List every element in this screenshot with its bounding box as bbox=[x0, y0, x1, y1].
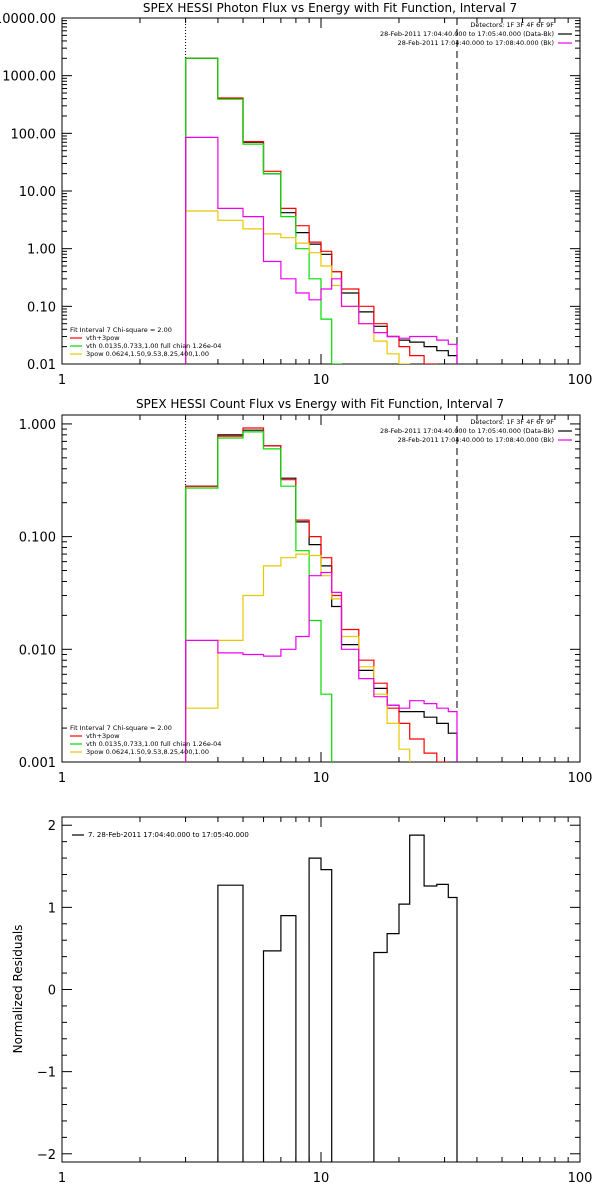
residuals-panel: Normalized Residuals 1 10 100 −2 −1 0 1 2 7. 28-… bbox=[11, 816, 593, 1186]
photon-flux-panel: SPEX HESSI Photon Flux vs Energy with Fi… bbox=[0, 1, 593, 388]
x-tick-label: 100 bbox=[568, 373, 593, 388]
y-tick-label: 0 bbox=[48, 984, 56, 999]
y-tick-label: 0.010 bbox=[19, 643, 56, 658]
x-tick-label: 100 bbox=[568, 1171, 593, 1186]
series-7-28-feb-2011-17-04-40-000-to-17-05-40-000 bbox=[217, 834, 458, 1162]
legend-top-right-text: 28-Feb-2011 17:04:40.000 to 17:08:40.000… bbox=[398, 436, 554, 444]
legend-top-right-text: Detectors: 1F 3F 4F 6F 9F bbox=[470, 21, 554, 29]
y-tick-label: 100.00 bbox=[11, 127, 57, 142]
x-tick-label: 1 bbox=[58, 373, 66, 388]
legend-top-right-text: 28-Feb-2011 17:04:40.000 to 17:08:40.000… bbox=[398, 39, 554, 47]
photon-flux-title: SPEX HESSI Photon Flux vs Energy with Fi… bbox=[143, 1, 517, 15]
x-tick-label: 100 bbox=[568, 771, 593, 786]
y-tick-label: −1 bbox=[37, 1066, 56, 1081]
plot-frame bbox=[61, 414, 581, 763]
series-bk bbox=[185, 136, 458, 364]
y-tick-label: 0.001 bbox=[19, 756, 56, 771]
count-flux-panel: SPEX HESSI Count Flux vs Energy with Fit… bbox=[19, 397, 593, 786]
y-tick-label: 10.00 bbox=[19, 185, 56, 200]
legend-bottom-left-text: Fit Interval 7 Chi-square = 2.00 bbox=[70, 326, 172, 334]
legend-bottom-left-text: 3pow 0.0624,1.50,9.53,8.25,400,1.00 bbox=[86, 748, 209, 756]
y-tick-label: 0.10 bbox=[27, 300, 56, 315]
y-tick-label: −2 bbox=[37, 1148, 56, 1163]
count-flux-title: SPEX HESSI Count Flux vs Energy with Fit… bbox=[136, 397, 504, 411]
series-bk bbox=[185, 571, 458, 762]
x-tick-label: 10 bbox=[313, 373, 330, 388]
legend-bottom-left-text: vth+3pow bbox=[86, 334, 120, 342]
legend-bottom-left-text: vth+3pow bbox=[86, 732, 120, 740]
y-tick-label: 1 bbox=[48, 901, 56, 916]
legend-bottom-left-text: vth 0.0135,0.733,1.00 full chian 1.26e-0… bbox=[86, 342, 221, 350]
y-tick-label: 1.000 bbox=[19, 418, 56, 433]
x-tick-label: 1 bbox=[58, 771, 66, 786]
legend-bottom-left-text: Fit Interval 7 Chi-square = 2.00 bbox=[70, 724, 172, 732]
legend-top-right-text: 28-Feb-2011 17:04:40.000 to 17:05:40.000… bbox=[380, 427, 554, 435]
x-tick-label: 1 bbox=[58, 1171, 66, 1186]
y-tick-label: 2 bbox=[48, 819, 56, 834]
legend-top-right-text: 28-Feb-2011 17:04:40.000 to 17:05:40.000… bbox=[380, 30, 554, 38]
legend-bottom-left-text: 3pow 0.0624,1.50,9.53,8.25,400,1.00 bbox=[86, 350, 209, 358]
legend-text: 7. 28-Feb-2011 17:04:40.000 to 17:05:40.… bbox=[88, 831, 249, 839]
series-vth bbox=[185, 431, 333, 762]
legend-top-right-text: Detectors: 1F 3F 4F 6F 9F bbox=[470, 418, 554, 426]
residuals-ylabel: Normalized Residuals bbox=[11, 925, 25, 1054]
residuals-plot: 1 10 100 −2 −1 0 1 2 7. 28-Feb-2011 17:04:40.000… bbox=[37, 816, 593, 1186]
y-tick-label: 1.00 bbox=[27, 243, 56, 258]
legend-bottom-left-text: vth 0.0135,0.733,1.00 full chian 1.26e-0… bbox=[86, 740, 221, 748]
y-tick-label: 0.100 bbox=[19, 531, 56, 546]
y-tick-label: 1000.00 bbox=[2, 70, 56, 85]
x-tick-label: 10 bbox=[313, 1171, 330, 1186]
count-flux-plot: 1 10 100 0.001 0.010 0.100 1.000 Detectors: 1F … bbox=[19, 414, 593, 786]
y-tick-label: 0.01 bbox=[27, 358, 56, 373]
series-3pow bbox=[185, 553, 411, 762]
photon-flux-plot: 1 10 100 0.01 0.10 1.00 10.00 100.00 1000.00 1000… bbox=[0, 12, 593, 388]
y-tick-label: 10000.00 bbox=[0, 12, 56, 27]
x-tick-label: 10 bbox=[313, 771, 330, 786]
